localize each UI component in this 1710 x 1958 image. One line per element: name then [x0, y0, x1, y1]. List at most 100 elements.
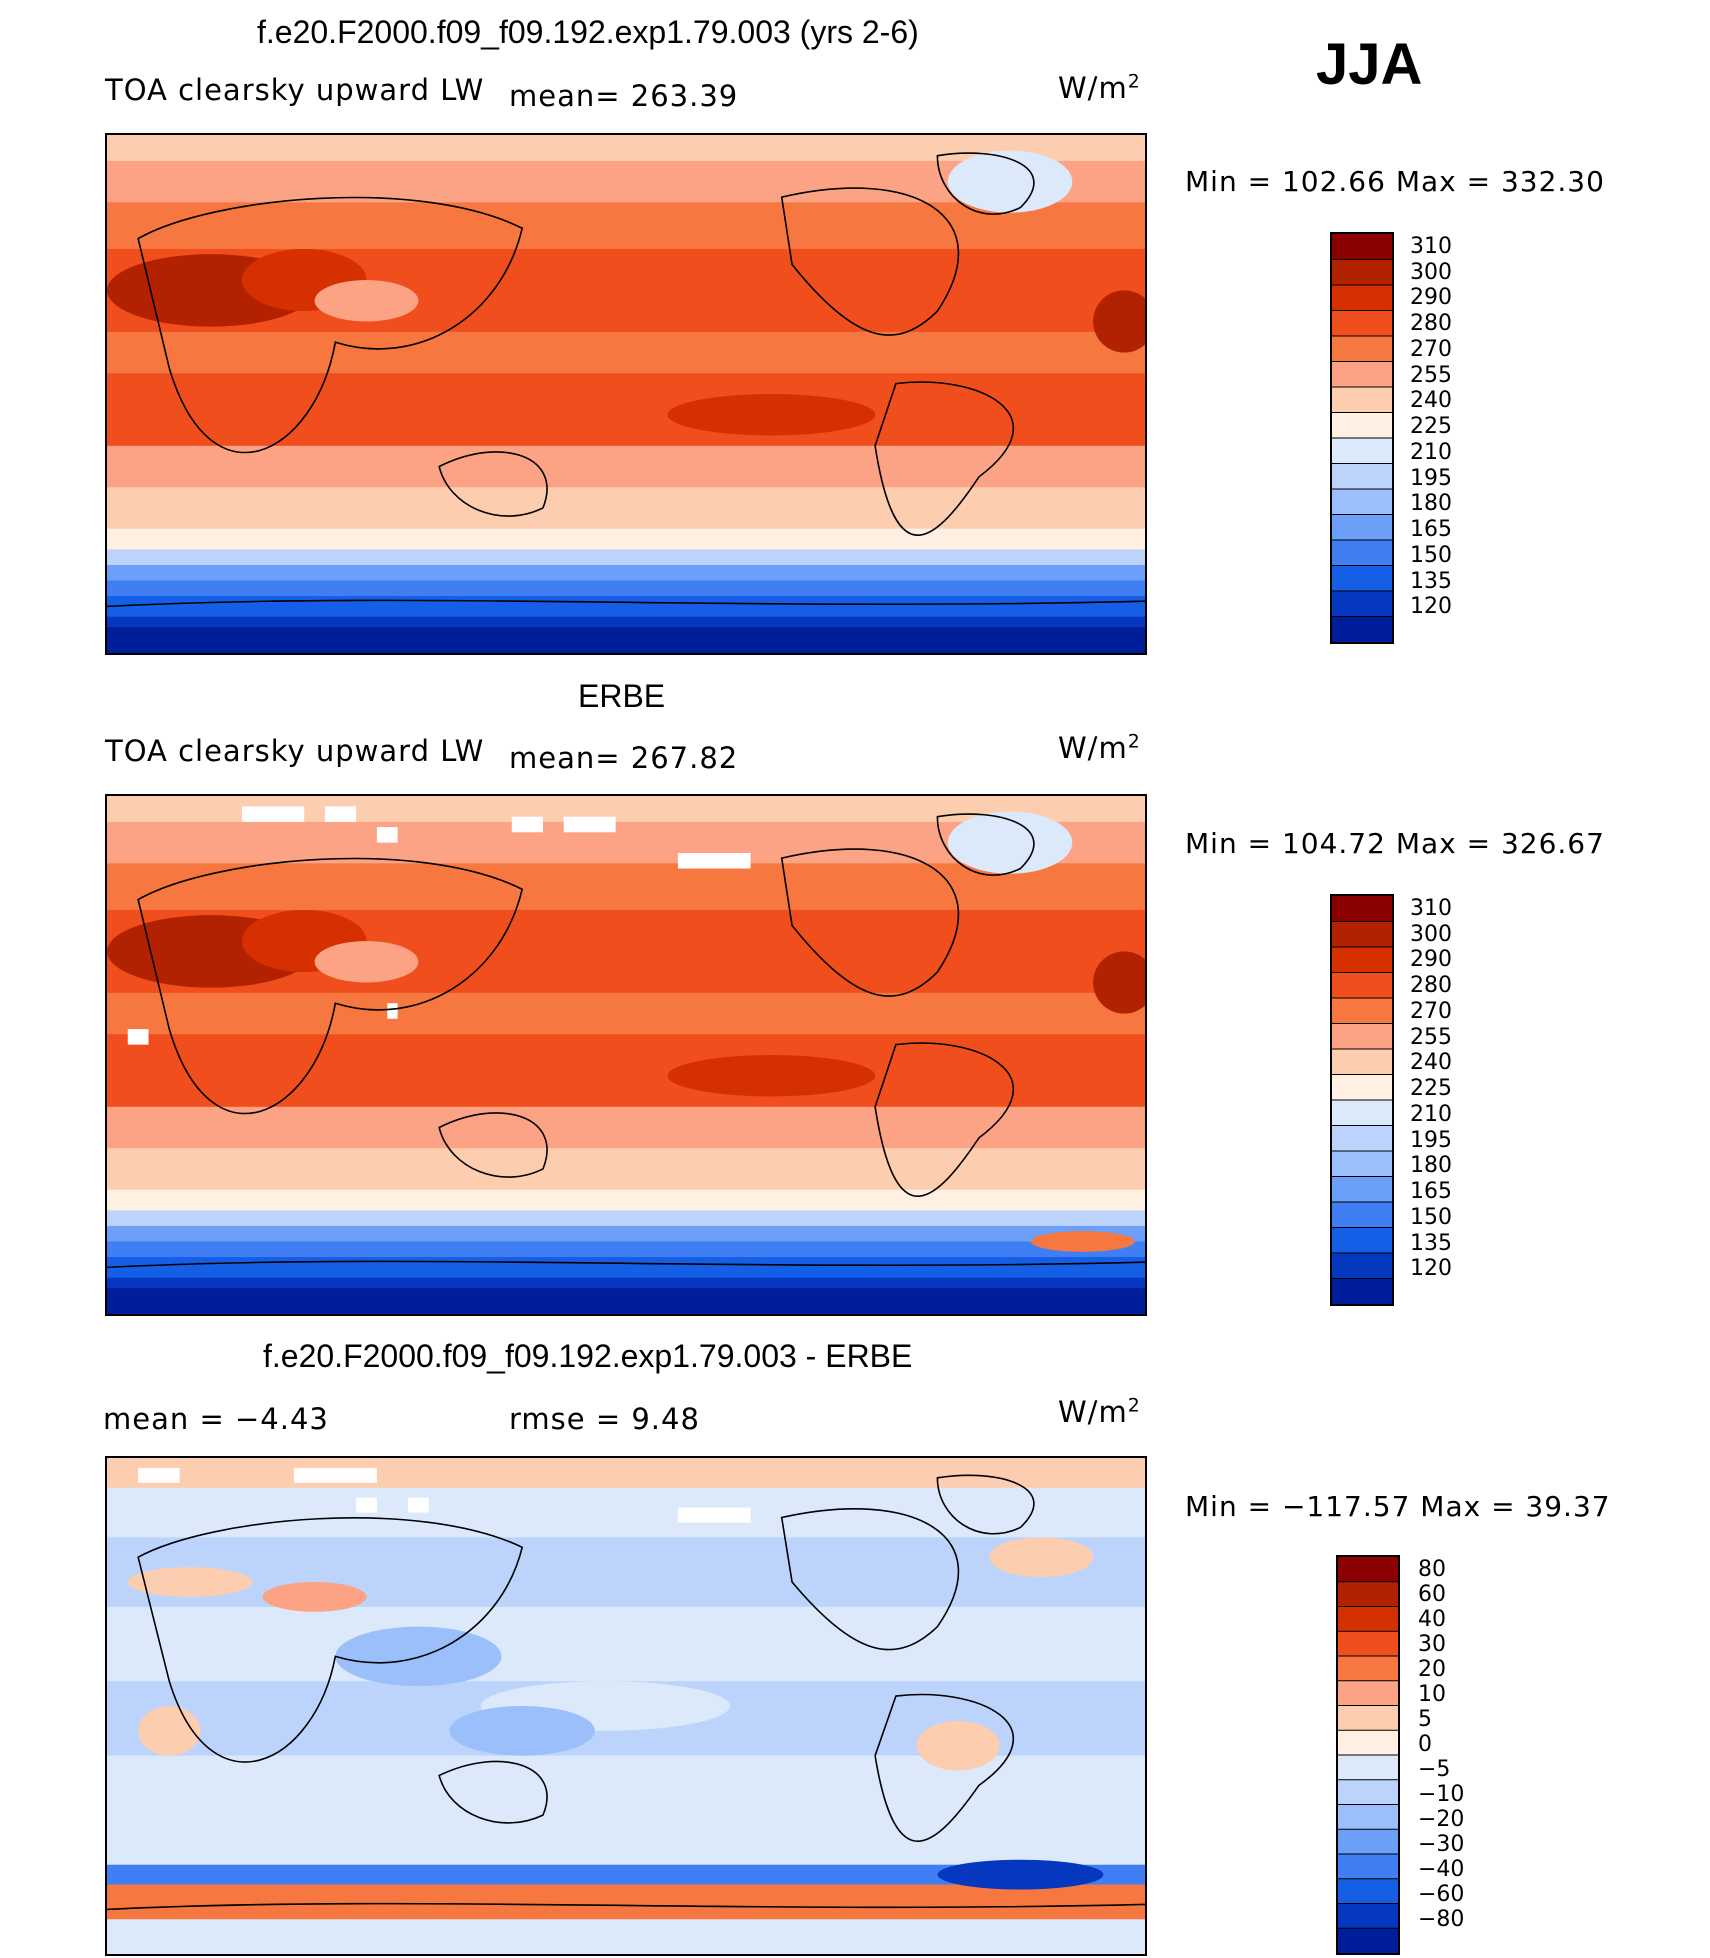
panel-3-map-svg	[107, 1458, 1145, 1954]
colorbar-swatch	[1332, 947, 1392, 973]
panel-2-colorbar-svg	[1332, 896, 1392, 1304]
colorbar-swatch	[1338, 1928, 1398, 1953]
colorbar-swatch	[1338, 1680, 1398, 1706]
colorbar-tick-label: 225	[1410, 414, 1452, 440]
colorbar-swatch	[1338, 1804, 1398, 1830]
colorbar-tick-label: 270	[1410, 336, 1452, 362]
panel-3-units-base: W/m	[1058, 1395, 1128, 1429]
colorbar-tick-label: 300	[1410, 259, 1452, 285]
field-band	[107, 549, 1145, 566]
panel-3-units-exp: 2	[1127, 1395, 1141, 1417]
colorbar-tick-label: 255	[1410, 362, 1452, 388]
panel-1-colorbar	[1330, 232, 1394, 644]
coastline	[438, 1760, 548, 1824]
panel-2-units-exp: 2	[1127, 731, 1141, 753]
colorbar-swatch	[1338, 1631, 1398, 1657]
colorbar-tick-label: 120	[1410, 594, 1452, 620]
field-band	[107, 331, 1145, 375]
panel-2-map-svg	[107, 796, 1145, 1314]
colorbar-swatch	[1332, 1151, 1392, 1177]
field-band	[107, 1537, 1145, 1608]
panel-2-min-max: Min = 104.72 Max = 326.67	[1185, 827, 1605, 860]
field-band	[107, 1606, 1145, 1683]
coastline	[780, 848, 960, 997]
colorbar-swatch	[1332, 310, 1392, 337]
panel-1-units-base: W/m	[1058, 71, 1128, 105]
colorbar-tick-label: 210	[1410, 1101, 1452, 1127]
coastline	[874, 1693, 1015, 1842]
colorbar-swatch	[1338, 1829, 1398, 1855]
colorbar-swatch	[1332, 1278, 1392, 1304]
colorbar-swatch	[1332, 1202, 1392, 1228]
coastline	[137, 1517, 524, 1763]
colorbar-tick-label: 165	[1410, 517, 1452, 543]
colorbar-tick-label: 165	[1410, 1179, 1452, 1205]
colorbar-tick-label: 240	[1410, 388, 1452, 414]
field-band	[107, 564, 1145, 582]
field-band	[107, 1257, 1145, 1279]
panel-3-title: f.e20.F2000.f09_f09.192.exp1.79.003 - ER…	[263, 1338, 913, 1374]
panel-2-colorbar	[1330, 894, 1394, 1306]
coastline	[936, 152, 1035, 215]
panel-1-map-svg	[107, 135, 1145, 653]
colorbar-swatch	[1338, 1878, 1398, 1904]
colorbar-swatch	[1332, 463, 1392, 490]
colorbar-tick-label: 20	[1418, 1656, 1446, 1682]
colorbar-tick-label: 80	[1418, 1556, 1446, 1582]
panel-3-colorbar-labels: 80 60 40 30 20 10 5 0 −5 −10 −20 −30 −40 −60 −80	[1418, 1555, 1498, 1955]
colorbar-tick-label: 255	[1410, 1024, 1452, 1050]
panel-2-units-base: W/m	[1058, 731, 1128, 765]
colorbar-swatch	[1332, 1253, 1392, 1279]
field-band	[107, 1864, 1145, 1886]
field-band	[107, 1241, 1145, 1259]
colorbar-tick-label: 30	[1418, 1631, 1446, 1657]
colorbar-tick-label: 150	[1410, 1204, 1452, 1230]
colorbar-tick-label: 180	[1410, 1153, 1452, 1179]
colorbar-tick-label: 290	[1410, 947, 1452, 973]
colorbar-tick-label: 0	[1418, 1731, 1432, 1757]
colorbar-swatch	[1338, 1854, 1398, 1880]
panel-3-mean-label: mean = −4.43	[103, 1402, 329, 1436]
field-band	[107, 1458, 1145, 1489]
panel-2-units: W/m2	[1058, 731, 1141, 765]
colorbar-swatch	[1338, 1606, 1398, 1632]
panel-1-title: f.e20.F2000.f09_f09.192.exp1.79.003 (yrs…	[257, 14, 919, 50]
colorbar-swatch	[1332, 259, 1392, 286]
field-band	[107, 1919, 1145, 1954]
field-band	[107, 1034, 1145, 1108]
coastline	[438, 1112, 548, 1178]
colorbar-tick-label: 40	[1418, 1606, 1446, 1632]
field-band	[107, 1487, 1145, 1539]
colorbar-swatch	[1332, 540, 1392, 566]
coastline	[438, 451, 548, 517]
panel-2-map	[105, 794, 1147, 1316]
field-band	[107, 445, 1145, 489]
colorbar-tick-label: 225	[1410, 1076, 1452, 1102]
colorbar-tick-label: 280	[1410, 311, 1452, 337]
coastline	[107, 1902, 1145, 1911]
colorbar-tick-label: 10	[1418, 1681, 1446, 1707]
panel-1-units: W/m2	[1058, 71, 1141, 105]
colorbar-tick-label: 180	[1410, 491, 1452, 517]
coastline	[780, 1508, 960, 1651]
colorbar-tick-label: 195	[1410, 465, 1452, 491]
colorbar-tick-label: −10	[1418, 1781, 1465, 1807]
colorbar-tick-label: 210	[1410, 439, 1452, 465]
season-label: JJA	[1316, 32, 1423, 97]
colorbar-swatch	[1338, 1903, 1398, 1929]
field-band	[107, 1148, 1145, 1191]
colorbar-tick-label: 310	[1410, 233, 1452, 259]
colorbar-swatch	[1332, 1074, 1392, 1101]
colorbar-swatch	[1338, 1581, 1398, 1607]
panel-1-min-max: Min = 102.66 Max = 332.30	[1185, 165, 1605, 198]
colorbar-tick-label: 195	[1410, 1127, 1452, 1153]
colorbar-tick-label: −20	[1418, 1806, 1465, 1832]
panel-3-map	[105, 1456, 1147, 1956]
panel-2-colorbar-labels: 310 300 290 280 270 255 240 225 210 195 180 165 150 1…	[1410, 894, 1490, 1306]
field-band	[107, 1884, 1145, 1921]
colorbar-tick-label: 280	[1410, 973, 1452, 999]
coastline	[137, 857, 524, 1115]
coastline	[936, 813, 1035, 876]
colorbar-swatch	[1332, 1176, 1392, 1203]
colorbar-swatch	[1338, 1755, 1398, 1781]
